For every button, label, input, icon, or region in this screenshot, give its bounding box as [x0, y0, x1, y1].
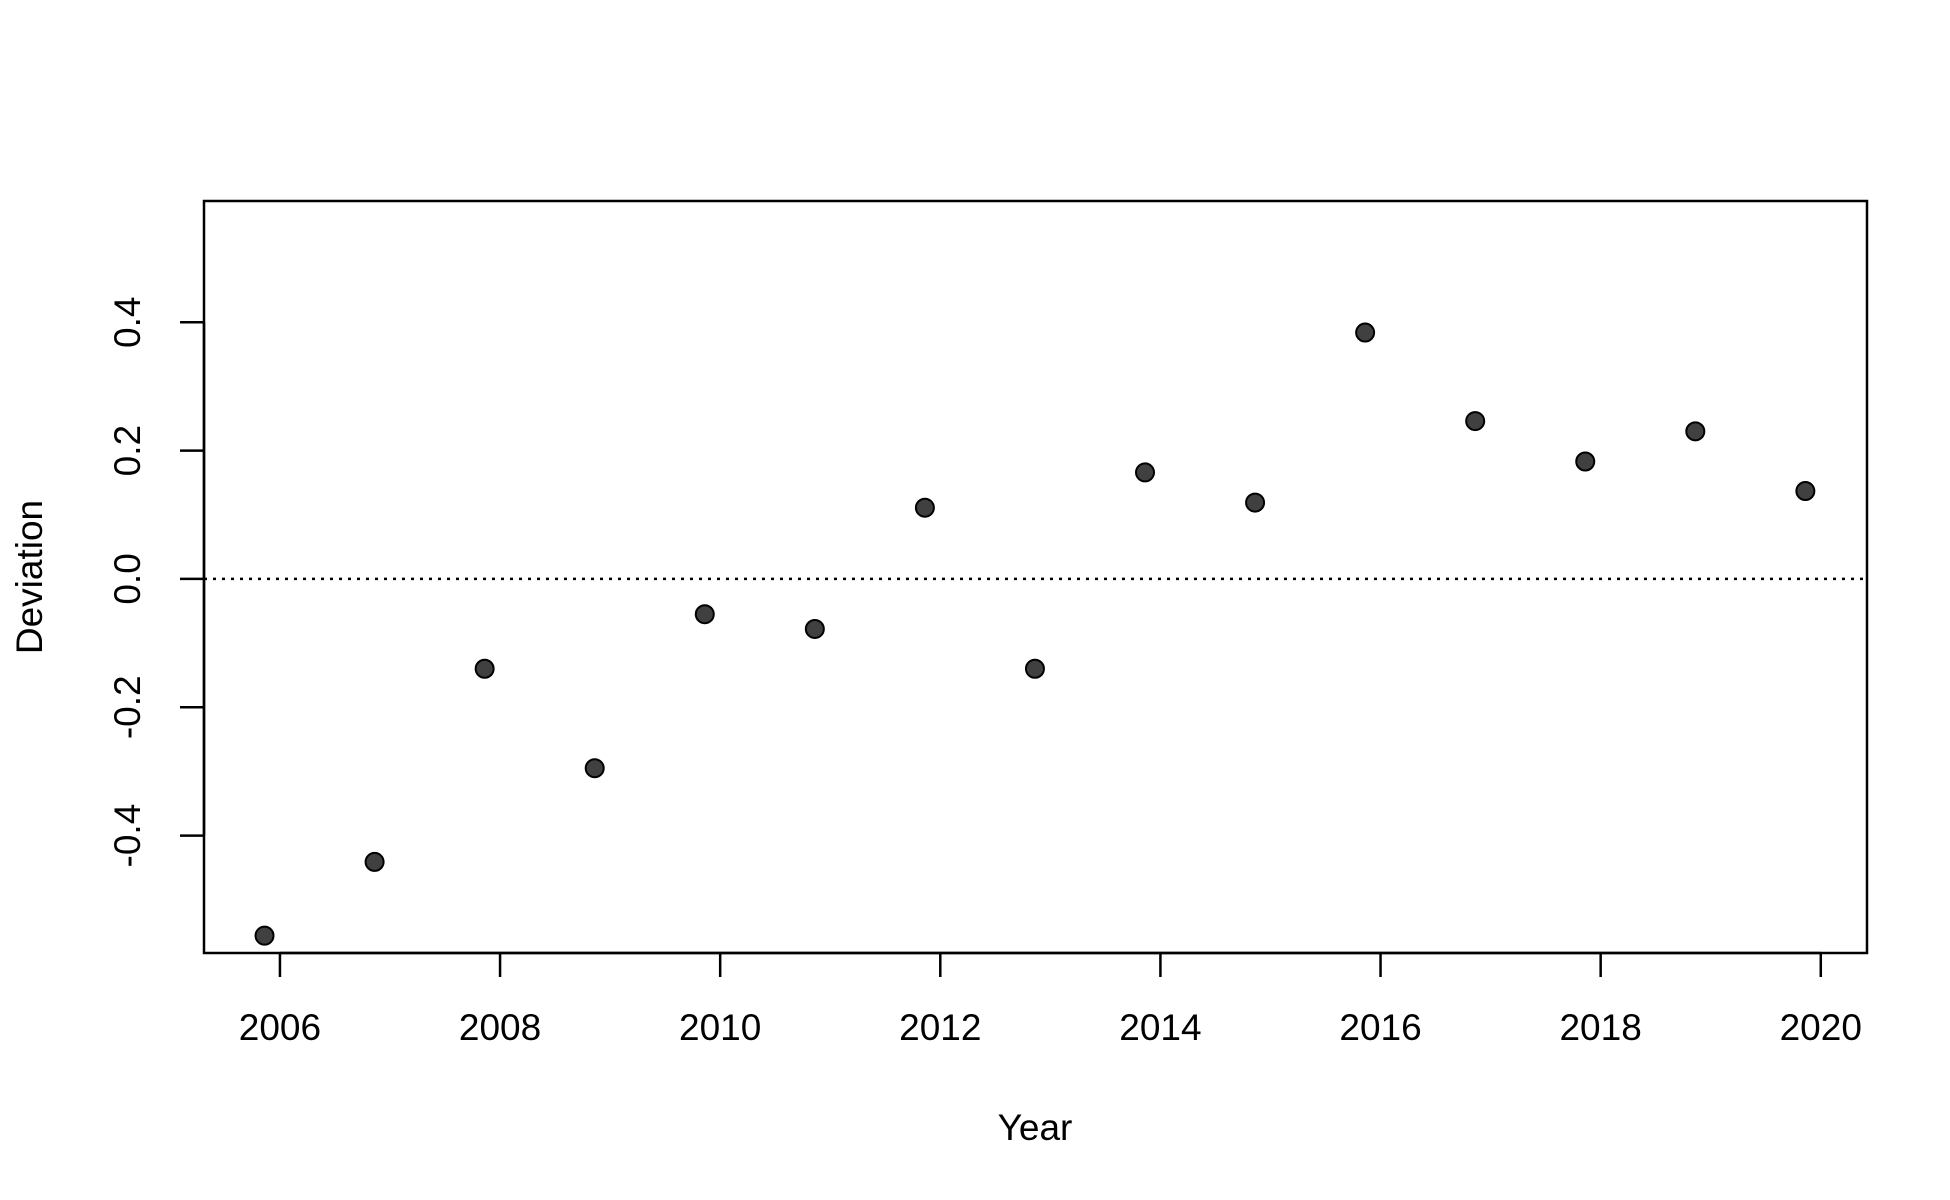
point [1024, 658, 1045, 679]
point [1685, 421, 1706, 442]
x-axis-label: Year [998, 1107, 1073, 1148]
y-tick-label: -0.2 [107, 675, 148, 739]
x-tick-label: 2010 [679, 1007, 761, 1048]
x-tick-label: 2006 [239, 1007, 321, 1048]
y-axis-label: Deviation [9, 500, 50, 654]
x-tick-label: 2008 [459, 1007, 541, 1048]
point [1795, 481, 1816, 502]
point [1135, 462, 1156, 483]
point [1245, 492, 1266, 513]
y-tick-label: -0.4 [107, 804, 148, 868]
x-tick-label: 2020 [1780, 1007, 1862, 1048]
point [694, 604, 715, 625]
x-tick-label: 2016 [1339, 1007, 1421, 1048]
point [364, 851, 385, 872]
point [1465, 411, 1486, 432]
y-tick-label: 0.4 [107, 297, 148, 348]
point [474, 658, 495, 679]
plot-frame [202, 199, 1869, 955]
point [1575, 451, 1596, 472]
point [804, 618, 825, 639]
x-tick-label: 2012 [899, 1007, 981, 1048]
point [914, 497, 935, 518]
y-tick-label: 0.0 [107, 553, 148, 604]
point [254, 925, 275, 946]
point [1355, 322, 1376, 343]
point [584, 758, 605, 779]
y-tick-label: 0.2 [107, 425, 148, 476]
x-tick-label: 2018 [1559, 1007, 1641, 1048]
x-tick-label: 2014 [1119, 1007, 1201, 1048]
